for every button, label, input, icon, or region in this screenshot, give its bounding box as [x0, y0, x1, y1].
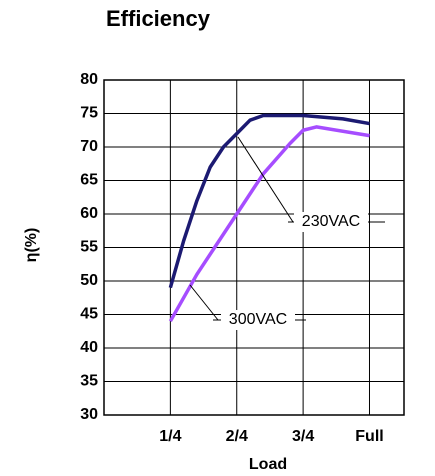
y-tick-label: 40 — [80, 339, 98, 356]
y-tick-label: 80 — [80, 71, 98, 88]
y-tick-label: 45 — [80, 306, 98, 323]
x-axis-label: Load — [249, 456, 287, 473]
line — [168, 125, 370, 323]
y-tick-label: 50 — [80, 272, 98, 289]
x-tick-label: Full — [355, 428, 383, 445]
series-label: 230VAC — [302, 213, 360, 230]
y-tick-label: 75 — [80, 105, 98, 122]
label-bg — [221, 310, 295, 330]
leader-line — [237, 136, 294, 223]
y-tick-label: 55 — [80, 239, 98, 256]
leader-line — [189, 284, 219, 321]
y-tick-label: 35 — [80, 373, 98, 390]
y-axis-label: η(%) — [23, 228, 40, 263]
plot-frame — [103, 79, 405, 416]
x-tick-label: 3/4 — [292, 428, 314, 445]
label-bg — [294, 212, 368, 232]
y-tick-label: 65 — [80, 172, 98, 189]
line — [168, 113, 370, 289]
y-tick-label: 70 — [80, 138, 98, 155]
series-label: 300VAC — [229, 311, 287, 328]
y-tick-label: 30 — [80, 406, 98, 423]
y-tick-label: 60 — [80, 205, 98, 222]
x-tick-label: 2/4 — [226, 428, 248, 445]
chart-title: Efficiency — [106, 6, 211, 31]
x-tick-label: 1/4 — [159, 428, 181, 445]
